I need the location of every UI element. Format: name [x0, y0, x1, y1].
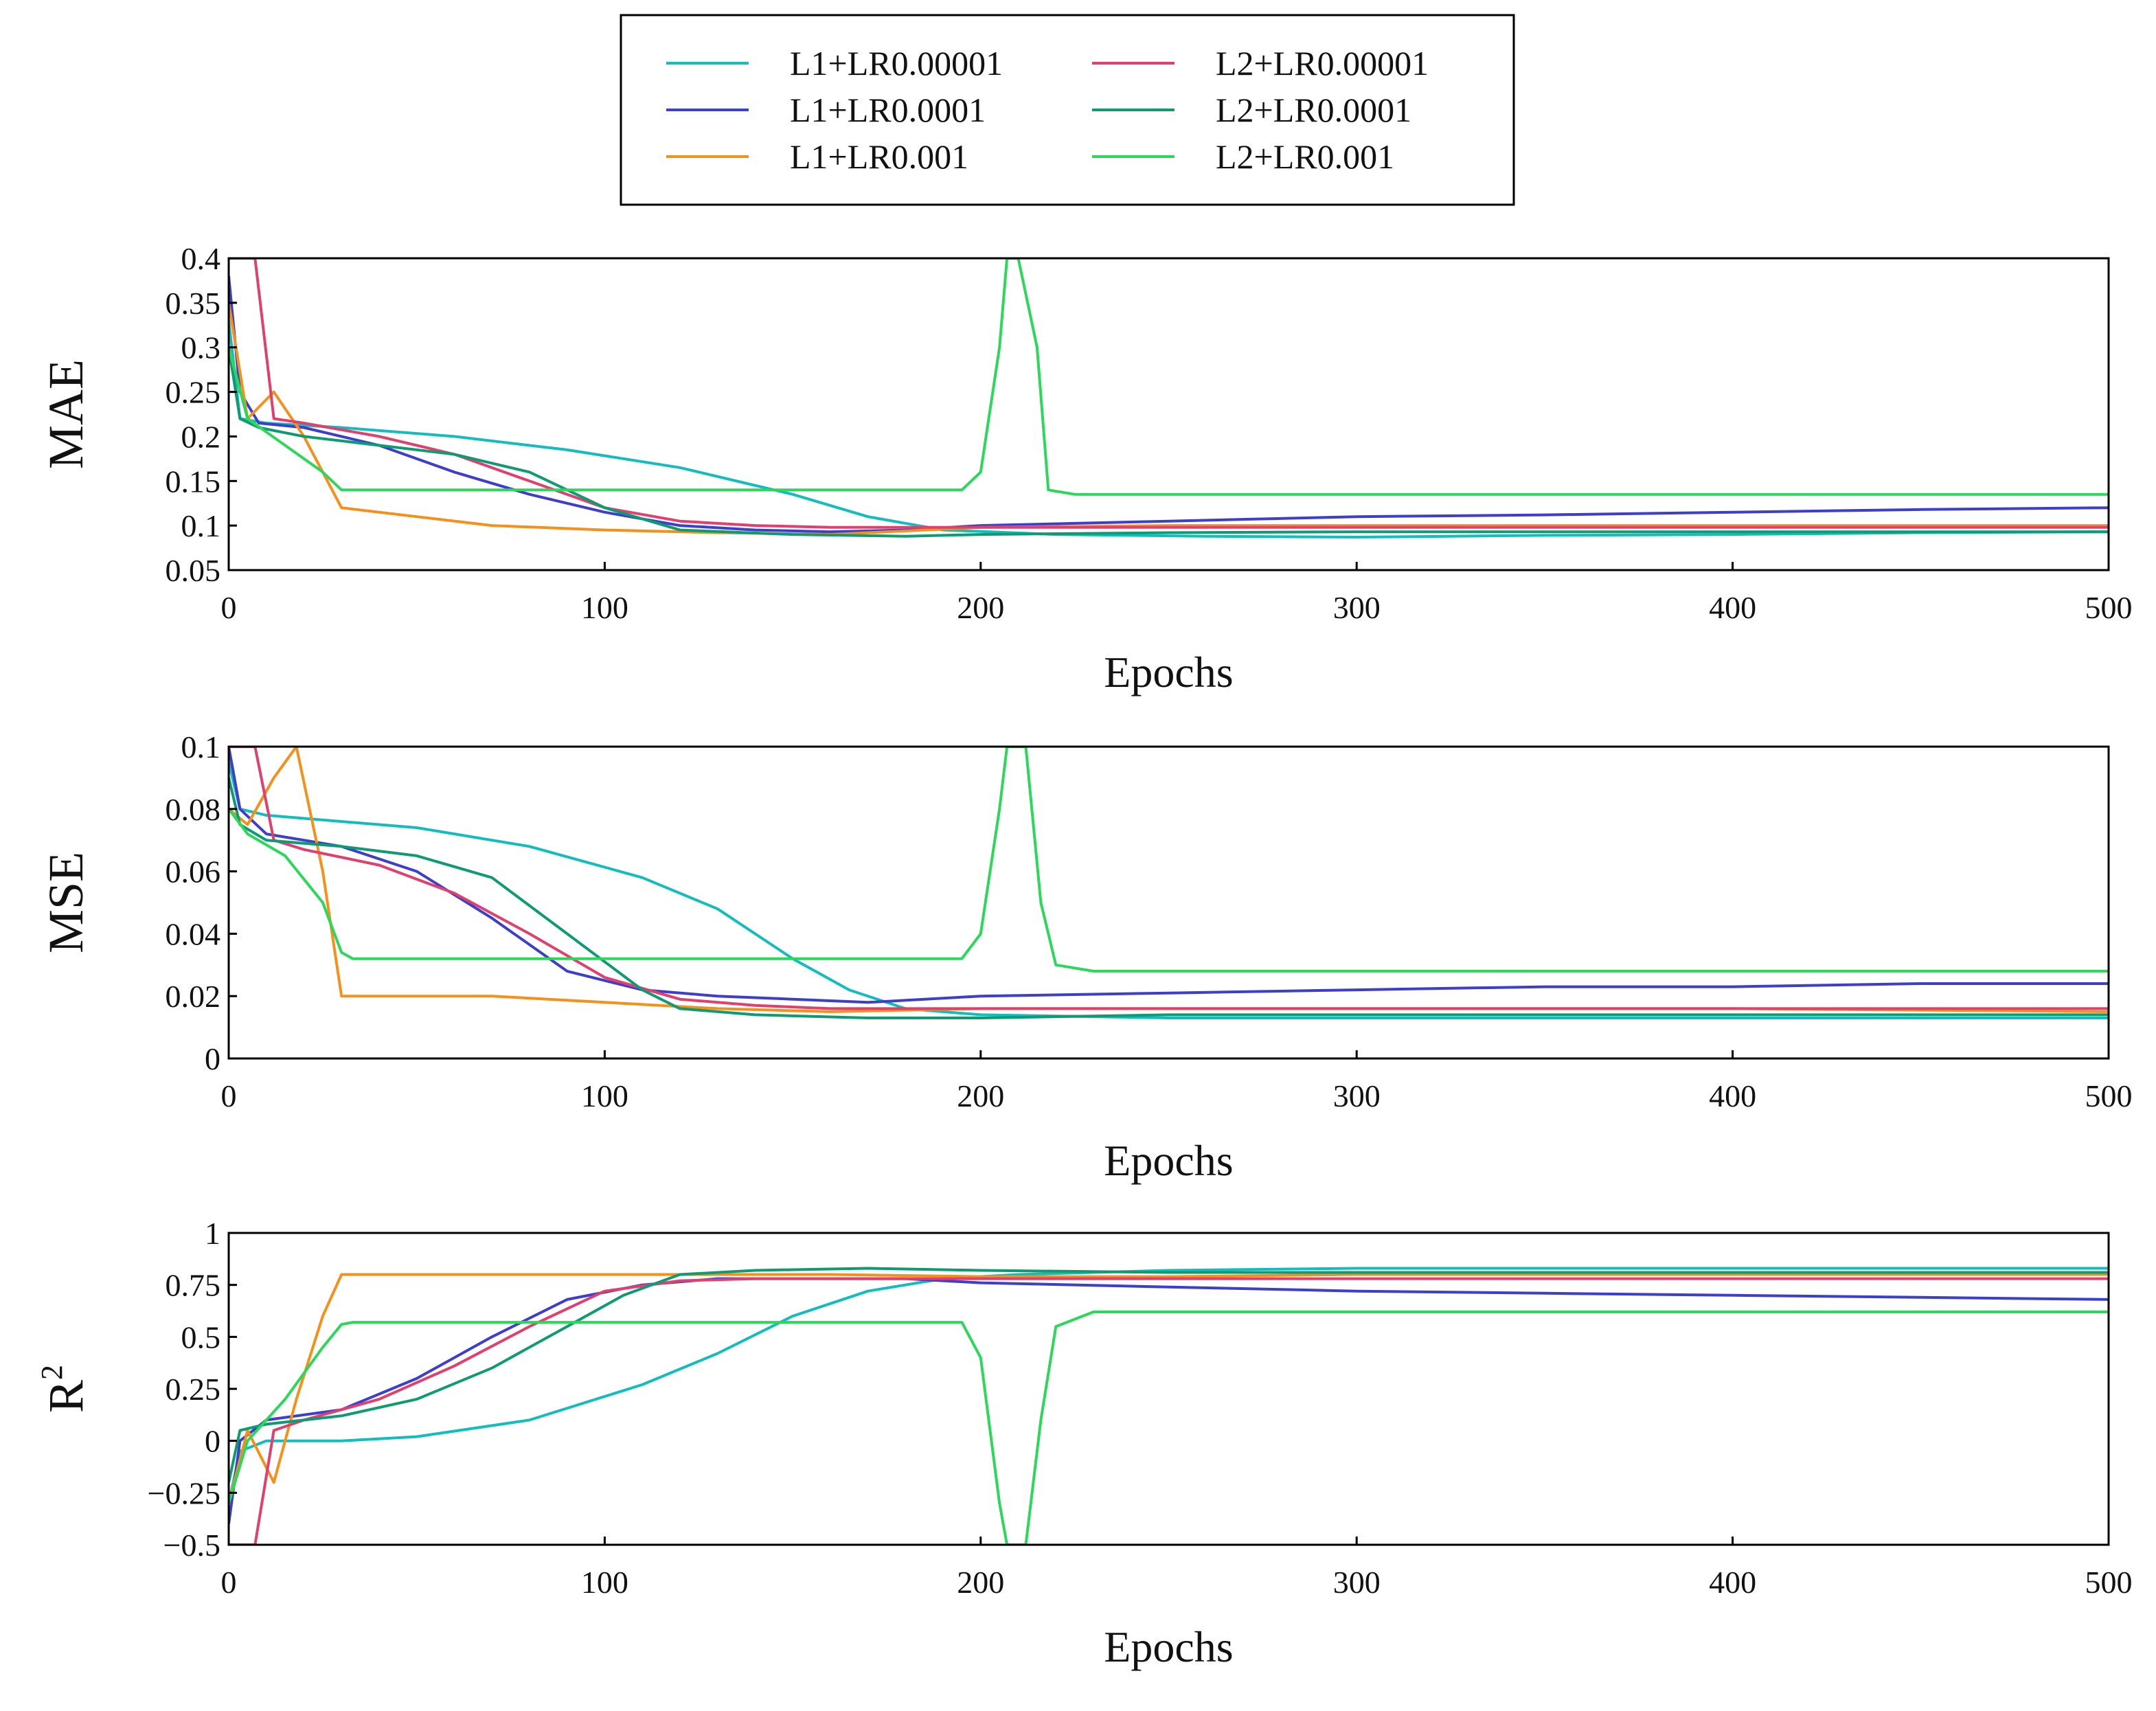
- legend-label: L1+LR0.0001: [790, 91, 986, 129]
- y-tick-label: 0.04: [166, 916, 221, 951]
- y-tick-label: 0.02: [166, 979, 221, 1014]
- r2-panel: 0 100 200 300 400 500 −0.5 −0.25 0 0.25 0.5 0.75 1 Ep…: [35, 1216, 2133, 1671]
- x-tick-label: 400: [1709, 1565, 1756, 1600]
- y-tick-label: 0.25: [166, 1372, 221, 1407]
- x-tick-label: 400: [1709, 1078, 1756, 1113]
- series-line-l1-lr0-001: [229, 303, 2109, 534]
- x-tick-label: 500: [2085, 1565, 2133, 1600]
- y-tick-label: 0.05: [166, 553, 221, 588]
- x-tick-label: 100: [581, 1565, 628, 1600]
- series-group: [229, 258, 2109, 537]
- mse-panel: 0 100 200 300 400 500 0 0.02 0.04 0.06 0.08 0.1 Epoc…: [38, 729, 2133, 1185]
- series-line-l1-lr0-001: [229, 1275, 2109, 1504]
- series-line-l2-lr0-001: [229, 258, 2109, 495]
- x-tick-label: 300: [1333, 1078, 1381, 1113]
- series-group: [229, 747, 2109, 1018]
- y-axis-label: MAE: [38, 359, 93, 469]
- x-tick-label: 500: [2085, 1078, 2133, 1113]
- x-tick-label: 400: [1709, 590, 1756, 625]
- x-tick-label: 100: [581, 1078, 628, 1113]
- y-tick-label: 0.08: [166, 792, 221, 827]
- y-tick-label: 0.35: [166, 286, 221, 321]
- x-tick-label: 100: [581, 590, 628, 625]
- y-tick-label: 0.15: [166, 464, 221, 499]
- legend-label: L1+LR0.001: [790, 137, 968, 176]
- y-tick-label: 0.75: [166, 1268, 221, 1303]
- x-axis-label: Epochs: [1104, 648, 1233, 696]
- series-line-l2-lr0-0001: [229, 1269, 2109, 1483]
- x-tick-label: 0: [221, 1565, 237, 1600]
- series-line-l2-lr0-00001: [229, 258, 2109, 528]
- series-line-l1-lr0-00001: [229, 321, 2109, 537]
- series-line-l2-lr0-0001: [229, 778, 2109, 1018]
- y-tick-label: −0.25: [148, 1475, 220, 1510]
- x-axis-label: Epochs: [1104, 1136, 1233, 1185]
- y-tick-label: 0: [205, 1041, 220, 1076]
- y-tick-label: 0.3: [181, 330, 221, 365]
- legend-label: L2+LR0.00001: [1216, 44, 1429, 82]
- series-line-l1-lr0-00001: [229, 1269, 2109, 1504]
- x-tick-label: 200: [957, 1078, 1004, 1113]
- x-axis-label: Epochs: [1104, 1622, 1233, 1671]
- y-tick-label: 0.25: [166, 375, 221, 410]
- y-tick-label: 0.4: [181, 241, 221, 276]
- mae-panel: 0 100 200 300 400 500 0.05 0.1 0.15 0.2 0.25 0.3 0.3…: [38, 241, 2133, 696]
- plot-frame: [229, 258, 2109, 570]
- x-tick-label: 0: [221, 590, 237, 625]
- y-tick-label: 0.1: [181, 508, 221, 543]
- series-line-l1-lr0-0001: [229, 1279, 2109, 1524]
- x-tick-label: 300: [1333, 590, 1381, 625]
- x-tick-label: 200: [957, 590, 1004, 625]
- series-group: [229, 1269, 2109, 1545]
- series-line-l1-lr0-0001: [229, 747, 2109, 1002]
- series-line-l2-lr0-001: [229, 747, 2109, 971]
- x-tick-label: 200: [957, 1565, 1004, 1600]
- y-tick-label: 1: [205, 1216, 220, 1251]
- x-tick-label: 300: [1333, 1565, 1381, 1600]
- y-axis-label: R2: [35, 1365, 93, 1413]
- y-tick-label: 0: [205, 1424, 220, 1459]
- y-axis-label-superscript: 2: [35, 1365, 69, 1380]
- y-tick-label: 0.2: [181, 419, 221, 454]
- legend-label: L2+LR0.001: [1216, 137, 1394, 176]
- figure: L1+LR0.00001 L1+LR0.0001 L1+LR0.001 L2+L…: [0, 0, 2156, 1711]
- y-tick-label: −0.5: [163, 1528, 220, 1563]
- legend-label: L1+LR0.00001: [790, 44, 1003, 82]
- plot-frame: [229, 747, 2109, 1058]
- legend-label: L2+LR0.0001: [1216, 91, 1411, 129]
- y-tick-label: 0.5: [181, 1319, 221, 1355]
- y-tick-label: 0.06: [166, 854, 221, 890]
- y-tick-label: 0.1: [181, 729, 221, 764]
- series-line-l2-lr0-001: [229, 1312, 2109, 1545]
- legend: L1+LR0.00001 L1+LR0.0001 L1+LR0.001 L2+L…: [621, 15, 1514, 205]
- series-line-l2-lr0-00001: [229, 747, 2109, 1008]
- series-line-l2-lr0-00001: [229, 1279, 2109, 1545]
- x-tick-label: 500: [2085, 590, 2133, 625]
- x-tick-label: 0: [221, 1078, 237, 1113]
- y-axis-label: MSE: [38, 852, 93, 953]
